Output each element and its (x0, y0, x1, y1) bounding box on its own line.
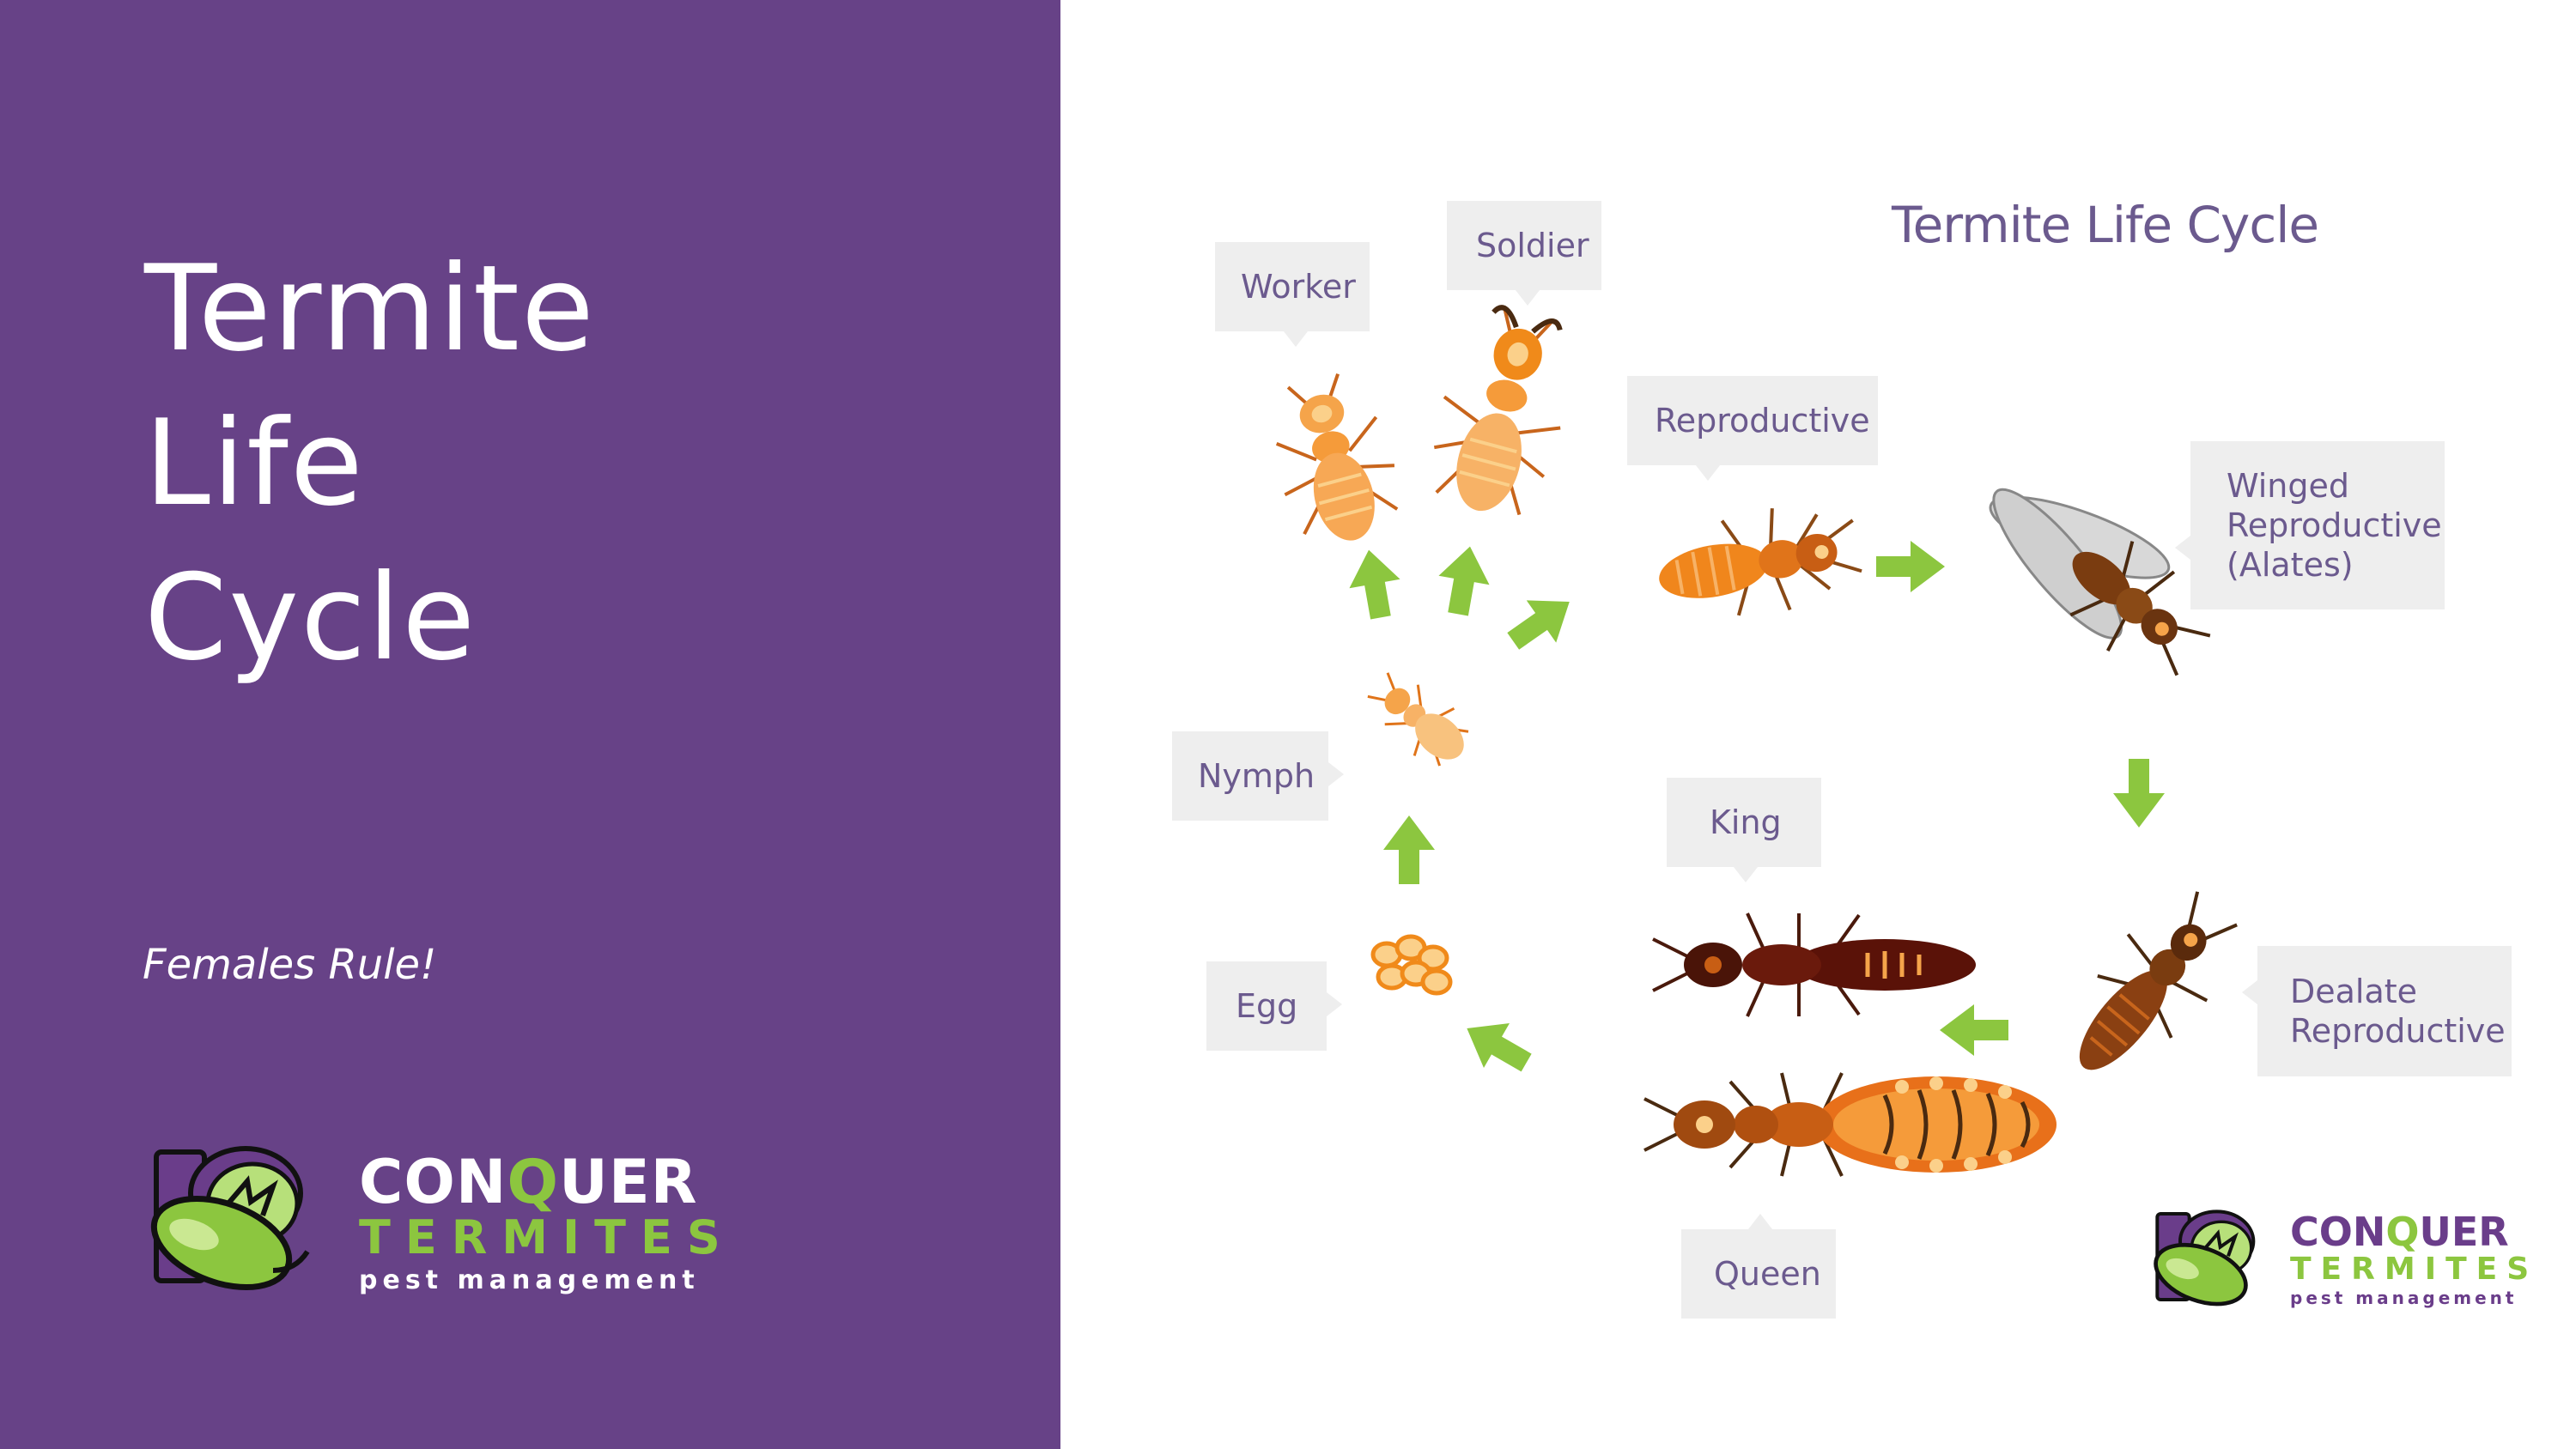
worker-termite-icon (1275, 373, 1399, 541)
label-winged-reproductive: Winged Reproductive (Alates) (2175, 441, 2445, 609)
slide-subtitle: Females Rule! (143, 941, 437, 989)
title-panel: Termite Life Cycle Females Rule! CONQUER… (0, 0, 1060, 1449)
label-queen-text: Queen (1714, 1255, 1821, 1293)
label-worker: Worker (1215, 242, 1370, 347)
label-nymph-text: Nymph (1198, 757, 1315, 795)
logo-conquer-part-1: CON (359, 1147, 507, 1217)
logo-emblem-small-icon (2154, 1210, 2256, 1307)
life-cycle-diagram: Termite Life Cycle Worker Soldier Reprod… (1060, 0, 2576, 1449)
logo-small-word-conquer: CONQUER (2290, 1209, 2509, 1255)
label-worker-text: Worker (1241, 268, 1356, 306)
logo-small-conquer-part-1: CON (2290, 1209, 2386, 1255)
logo-small-conquer-part-2: UER (2419, 1209, 2509, 1255)
label-king: King (1667, 778, 1821, 882)
title-line-2: Life (144, 394, 365, 532)
logo-small-word-pest-management: pest management (2290, 1288, 2518, 1308)
label-reproductive: Reproductive (1627, 376, 1878, 481)
label-soldier: Soldier (1447, 201, 1601, 306)
label-egg: Egg (1206, 961, 1342, 1051)
reproductive-termite-icon (1659, 508, 1862, 616)
label-dealate-line-2: Reproductive (2290, 1012, 2506, 1050)
logo-word-pest-management: pest management (359, 1265, 700, 1295)
label-winged-line-1: Winged (2227, 467, 2350, 505)
label-soldier-text: Soldier (1476, 227, 1589, 264)
logo-word-termites: TERMITES (359, 1210, 735, 1264)
queen-termite-icon (1643, 1072, 2057, 1177)
label-queen: Queen (1681, 1214, 1836, 1319)
logo-emblem-icon (150, 1146, 310, 1291)
label-king-text: King (1710, 803, 1782, 841)
company-logo-small: CONQUER TERMITES pest management (2149, 1207, 2561, 1310)
title-line-3: Cycle (144, 549, 477, 687)
diagram-title: Termite Life Cycle (1892, 196, 2319, 254)
nymph-termite-icon (1367, 672, 1469, 767)
label-nymph: Nymph (1172, 731, 1344, 821)
label-dealate-reproductive: Dealate Reproductive (2242, 946, 2512, 1076)
logo-conquer-part-2: UER (558, 1147, 698, 1217)
label-dealate-line-1: Dealate (2290, 973, 2418, 1010)
logo-small-word-termites: TERMITES (2290, 1252, 2539, 1287)
diagram-panel: Termite Life Cycle Worker Soldier Reprod… (1060, 0, 2576, 1449)
king-termite-icon (1652, 912, 1976, 1017)
label-egg-text: Egg (1236, 987, 1298, 1025)
soldier-termite-icon (1433, 305, 1563, 516)
label-winged-line-2: Reproductive (2227, 506, 2442, 544)
logo-word-conquer: CONQUER (359, 1147, 698, 1217)
termite-illustrations (1275, 305, 2238, 1177)
egg-cluster-icon (1370, 934, 1453, 996)
label-winged-line-3: (Alates) (2227, 546, 2354, 584)
title-line-1: Termite (144, 239, 596, 378)
logo-small-conquer-q: Q (2385, 1209, 2420, 1255)
company-logo: CONQUER TERMITES pest management (144, 1142, 720, 1296)
winged-reproductive-termite-icon (1989, 488, 2211, 676)
logo-conquer-q: Q (507, 1147, 559, 1217)
dealate-reproductive-termite-icon (2079, 891, 2238, 1070)
label-reproductive-text: Reproductive (1655, 402, 1870, 440)
slide-title: Termite Life Cycle (144, 232, 596, 695)
